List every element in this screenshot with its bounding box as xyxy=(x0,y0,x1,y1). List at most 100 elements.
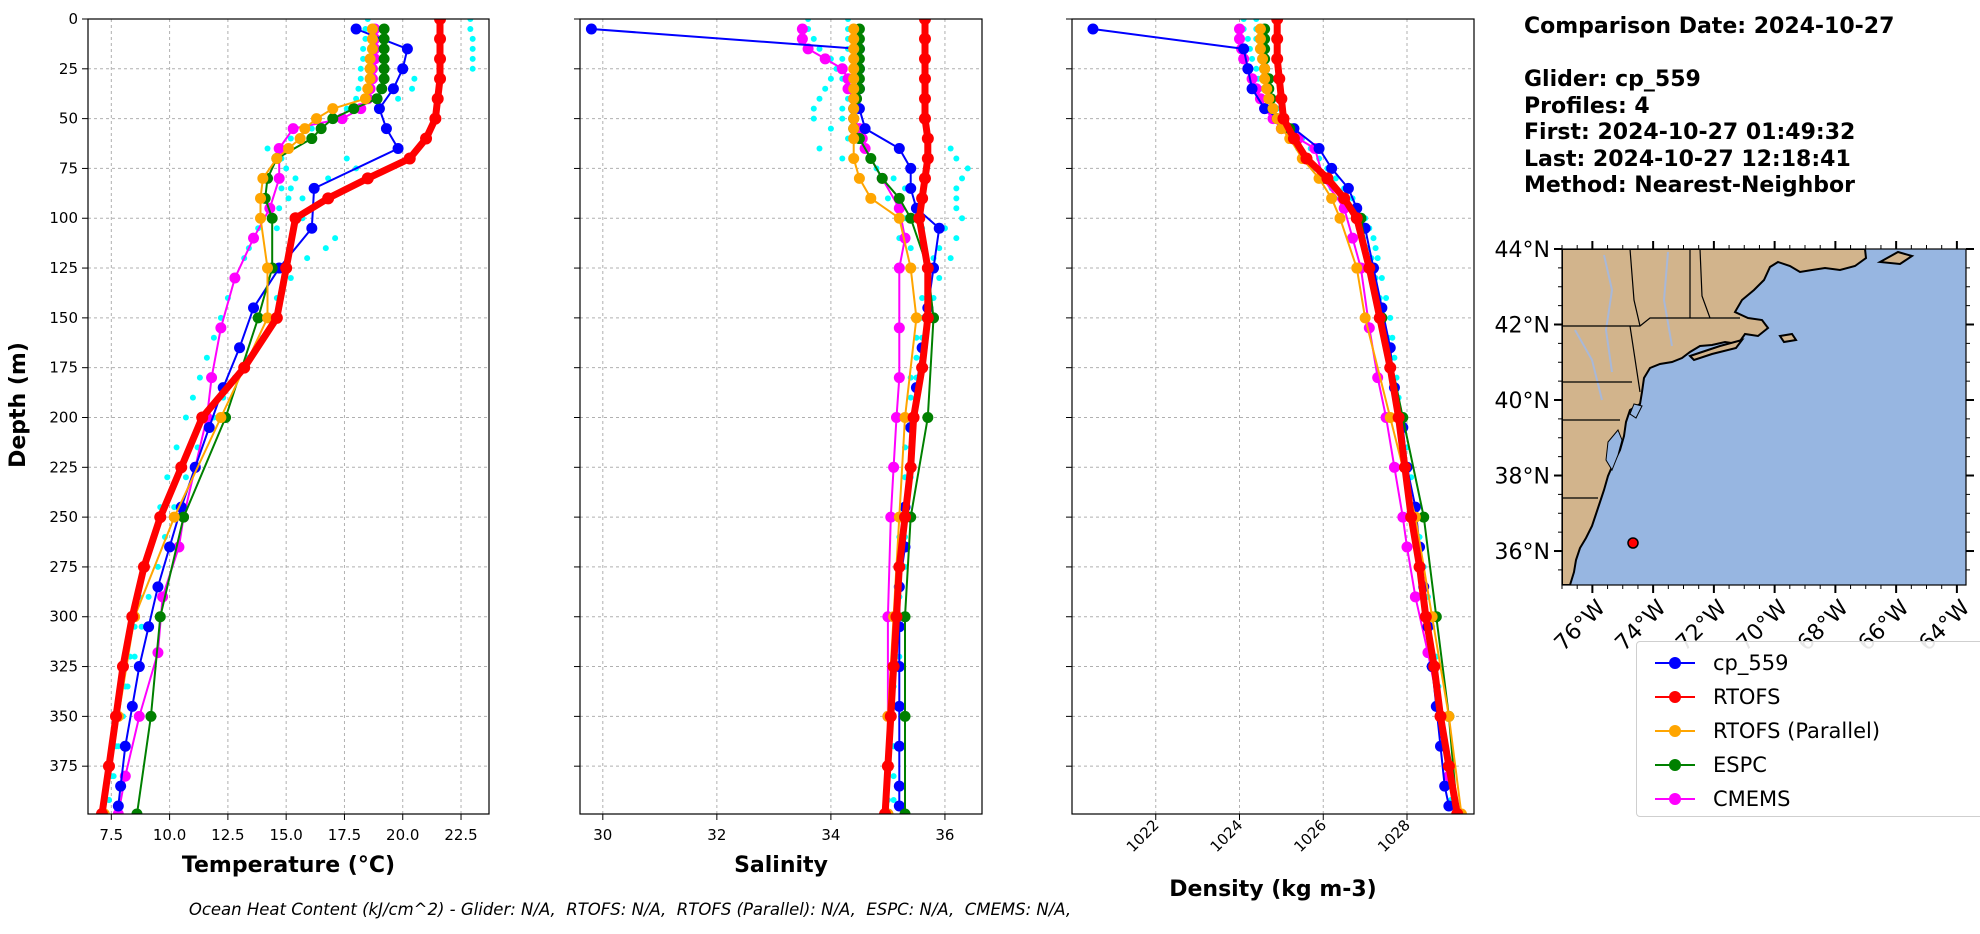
series-point xyxy=(1271,52,1284,65)
series-line-cmems xyxy=(117,29,376,814)
profile-point xyxy=(467,19,474,22)
y-tick-label: 125 xyxy=(49,259,78,277)
series-point xyxy=(364,73,376,85)
profile-point xyxy=(469,55,476,62)
series-point xyxy=(848,113,860,125)
series-point xyxy=(893,192,905,204)
x-axis-label: Temperature (°C) xyxy=(182,853,395,878)
series-point xyxy=(348,103,360,115)
last-time: Last: 2024-10-27 12:18:41 xyxy=(1524,146,1851,172)
series-point xyxy=(1350,212,1363,225)
profile-point xyxy=(182,474,189,481)
series-point xyxy=(262,262,274,274)
profile-point xyxy=(1249,55,1256,62)
series-point xyxy=(434,52,447,65)
series-point xyxy=(848,23,860,35)
series-point xyxy=(327,113,339,125)
profile-point xyxy=(1253,65,1260,72)
series-point xyxy=(287,123,299,135)
series-point xyxy=(1428,660,1441,673)
series-point xyxy=(890,610,903,623)
series-point xyxy=(137,560,150,573)
profile-point xyxy=(890,175,897,182)
y-tick-label: 375 xyxy=(49,757,78,775)
series-point xyxy=(1287,132,1300,145)
series-point xyxy=(109,710,122,723)
island-long-island xyxy=(1688,338,1745,362)
series-line-espc xyxy=(136,29,386,814)
series-point xyxy=(175,461,188,474)
series-point xyxy=(921,262,934,275)
profile-point xyxy=(890,797,897,804)
y-tick-label: 275 xyxy=(49,558,78,576)
series-point xyxy=(918,172,931,185)
profile-point xyxy=(332,235,339,242)
series-point xyxy=(115,780,127,792)
series-point xyxy=(255,192,267,204)
island-nantucket xyxy=(1778,332,1798,344)
series-point xyxy=(881,760,894,773)
profile-point xyxy=(936,245,943,252)
series-point xyxy=(116,660,129,673)
profile-point xyxy=(810,35,817,42)
series-point xyxy=(907,411,920,424)
x-tick-label: 1028 xyxy=(1374,816,1414,856)
series-point xyxy=(913,212,926,225)
profile-point xyxy=(362,35,369,42)
series-point xyxy=(359,93,371,105)
series-point xyxy=(206,372,218,384)
series-point xyxy=(392,143,404,155)
series-point xyxy=(234,342,246,354)
series-point xyxy=(1275,92,1288,105)
series-point xyxy=(1326,162,1338,174)
series-point xyxy=(364,53,376,65)
series-point xyxy=(371,93,383,105)
y-axis-label: Depth (m) xyxy=(6,342,31,468)
series-point xyxy=(280,262,293,275)
series-point xyxy=(905,182,917,194)
series-point xyxy=(904,461,917,474)
profile-point xyxy=(154,563,161,570)
series-point xyxy=(283,143,294,155)
series-point xyxy=(308,182,320,194)
series-point xyxy=(921,152,934,165)
profile-point xyxy=(1389,334,1396,341)
series-point xyxy=(273,172,285,184)
series-point xyxy=(1238,43,1250,55)
density-panel: 1022 1024 1026 1028 Density (kg m-3) xyxy=(1066,18,1475,902)
legend-marker xyxy=(1669,691,1681,703)
series-point xyxy=(310,113,322,125)
series-point xyxy=(248,302,260,314)
series-point xyxy=(893,212,905,224)
y-tick-label: 300 xyxy=(49,608,78,626)
series-point xyxy=(1439,780,1451,792)
profile-point xyxy=(890,773,897,780)
profile-point xyxy=(292,175,299,182)
series-point xyxy=(1397,511,1409,523)
series-point xyxy=(916,361,929,374)
series-point xyxy=(119,740,131,752)
profile-point xyxy=(287,135,294,142)
series-point xyxy=(1261,83,1273,95)
series-point xyxy=(322,192,335,205)
profile-point xyxy=(907,394,914,401)
series-point xyxy=(178,511,190,523)
profile-point xyxy=(283,165,290,172)
profile-point xyxy=(264,145,271,152)
series-point xyxy=(143,621,155,633)
profile-point xyxy=(1332,175,1339,182)
profile-point xyxy=(278,185,285,192)
series-point xyxy=(95,808,108,814)
series-point xyxy=(918,92,931,105)
series-point xyxy=(361,172,374,185)
series-point xyxy=(1254,43,1266,55)
profile-point xyxy=(411,75,418,82)
series-point xyxy=(910,312,922,324)
series-line-rtofs-parallel- xyxy=(1259,29,1463,814)
series-point xyxy=(585,23,597,35)
profile-point xyxy=(287,275,294,282)
series-point xyxy=(887,660,900,673)
y-tick-label: 150 xyxy=(49,309,78,327)
profile-point xyxy=(343,105,350,112)
